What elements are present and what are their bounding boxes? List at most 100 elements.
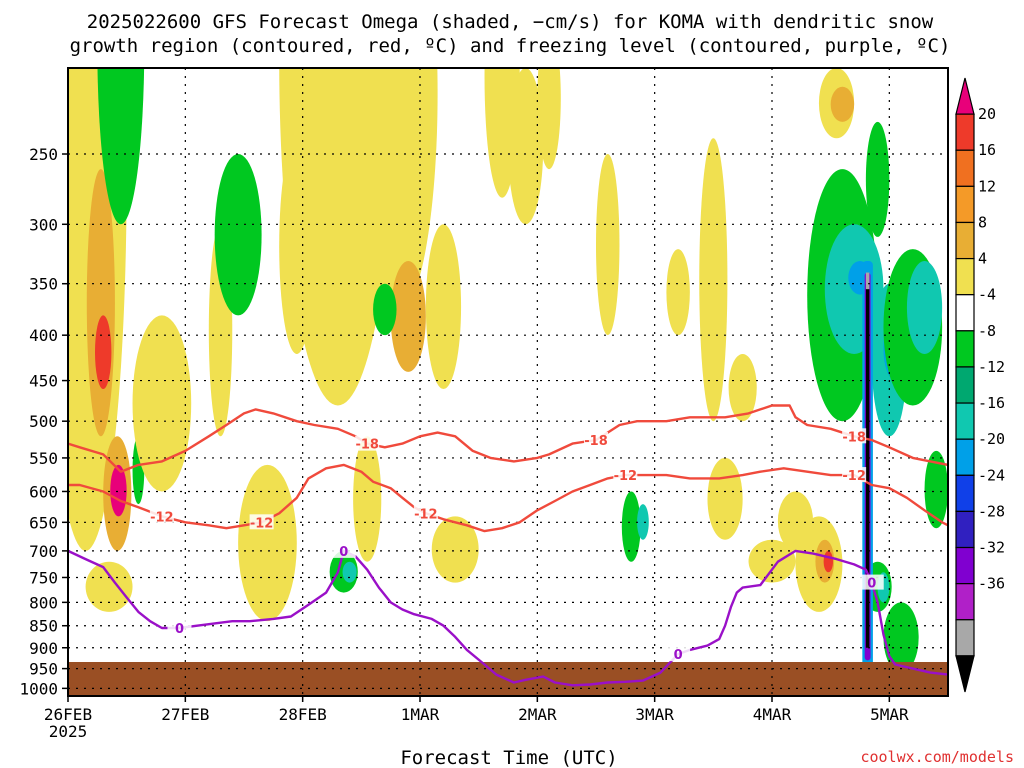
y-tick-label-750: 750: [29, 568, 58, 587]
omega-shade-3: [94, 315, 112, 390]
colorbar-bottom-arrow: [955, 655, 975, 693]
omega-shade-5: [110, 464, 127, 517]
omega-shade-43: [865, 121, 890, 237]
dgz_lower-label-bg-3: [613, 467, 638, 483]
omega-shade-33: [728, 353, 757, 422]
title-line-1: 2025022600 GFS Forecast Omega (shaded, −…: [87, 11, 934, 33]
y-tick-label-300: 300: [29, 215, 58, 234]
dgz_upper-label-1: -18: [584, 434, 608, 449]
omega-shade-45: [830, 86, 855, 122]
colorbar-swatch-11: [955, 474, 975, 513]
colorbar-swatch-15: [955, 619, 975, 657]
x-tick-label-26feb: 26FEB: [44, 705, 92, 724]
title-line-2: growth region (contoured, red, ºC) and f…: [70, 35, 951, 57]
omega-shade-20: [390, 261, 426, 372]
dgz_upper-label-2: -18: [842, 430, 866, 445]
x-tick-label-5mar: 5MAR: [870, 705, 909, 724]
omega-shade-11: [214, 154, 262, 316]
colorbar-swatch-10: [955, 438, 975, 476]
colorbar-swatch-4: [955, 221, 975, 260]
freezing_level-label-1: 0: [339, 545, 348, 560]
y-tick-label-550: 550: [29, 449, 58, 468]
freezing_level-label-bg-2: [666, 646, 691, 662]
dgz_upper-label-bg-0: [355, 435, 380, 451]
omega-colorbar: 20 16 12 8 4 -4 -8 -12 -16 -20 -24 -28 -32 -36: [955, 77, 1005, 693]
dgz_lower-label-bg-4: [842, 467, 867, 483]
omega-shade-2: [86, 169, 115, 437]
x-year-label: 2025: [49, 722, 88, 741]
omega-shade-16: [353, 436, 382, 562]
x-tick-label-2mar: 2MAR: [518, 705, 557, 724]
dgz_lower-label-bg-1: [249, 514, 274, 530]
colorbar-label-4: 4: [978, 250, 987, 268]
y-tick-label-800: 800: [29, 593, 58, 612]
y-tick-label-250: 250: [29, 145, 58, 164]
colorbar-label-8: -16: [978, 394, 1005, 412]
omega-shade-18: [342, 561, 357, 583]
omega-shade-black-core: [865, 283, 870, 648]
y-tick-label-350: 350: [29, 275, 58, 294]
dgz_upper-line: [68, 404, 948, 473]
colorbar-label-7: -12: [978, 358, 1005, 376]
freezing_level-label-bg-1: [331, 542, 356, 558]
colorbar-label-12: -32: [978, 539, 1005, 557]
colorbar-label-2: 12: [978, 177, 996, 195]
y-tick-label-500: 500: [29, 412, 58, 431]
colorbar-label-1: 16: [978, 141, 996, 159]
dgz_lower-line: [68, 463, 948, 533]
omega-shade-39: [823, 550, 834, 573]
omega-shade-53: [883, 602, 919, 673]
credit-text: coolwx.com/models: [860, 748, 1014, 766]
dgz_lower-label-bg-0: [149, 508, 174, 524]
y-tick-label-850: 850: [29, 617, 58, 636]
omega-shade-25: [507, 68, 544, 225]
dgz_lower-label-1: -12: [250, 516, 274, 531]
plot-frame: [67, 67, 949, 697]
colorbar-label-13: -36: [978, 575, 1005, 593]
dgz_lower-label-3: -12: [614, 469, 638, 484]
omega-shade-30: [666, 249, 690, 336]
y-tick-label-600: 600: [29, 482, 58, 501]
omega-shading: [68, 68, 948, 673]
omega-shade-34: [748, 539, 796, 583]
dgz_lower-label-bg-2: [413, 505, 438, 521]
omega-shade-9: [132, 315, 192, 492]
grid: [68, 68, 948, 696]
omega-shade-23: [431, 516, 479, 583]
omega-shade-32: [707, 457, 743, 540]
colorbar-swatch-1: [955, 113, 975, 151]
y-tick-label-700: 700: [29, 542, 58, 561]
colorbar-label-6: -8: [978, 322, 996, 340]
colorbar-swatch-13: [955, 546, 975, 585]
x-tick-label-28feb: 28FEB: [279, 705, 327, 724]
omega-shade-gray-cap: [865, 272, 870, 290]
omega-shade-6: [97, 68, 145, 225]
colorbar-swatch-2: [955, 149, 975, 187]
chart-title: 2025022600 GFS Forecast Omega (shaded, −…: [70, 11, 951, 57]
omega-shade-29: [637, 504, 649, 540]
y-tick-label-650: 650: [29, 513, 58, 532]
colorbar-swatch-7: [955, 330, 975, 368]
x-tick-label-4mar: 4MAR: [753, 705, 792, 724]
colorbar-label-3: 8: [978, 213, 987, 231]
omega-shade-50: [924, 450, 948, 529]
freezing_level-label-2: 0: [674, 648, 683, 663]
x-axis-label: Forecast Time (UTC): [400, 747, 617, 768]
omega-shade-22: [425, 224, 462, 390]
colorbar-label-11: -28: [978, 502, 1005, 520]
colorbar-label-5: -4: [978, 286, 996, 304]
colorbar-label-10: -24: [978, 466, 1005, 484]
omega-shade-26: [537, 68, 561, 170]
x-axis: 26FEB 27FEB 28FEB 1MAR 2MAR 3MAR 4MAR 5MAR 2025: [44, 696, 909, 741]
omega-shade-19: [355, 68, 438, 316]
dgz_lower-label-0: -12: [150, 510, 174, 525]
omega-shade-28: [621, 491, 641, 562]
colorbar-top-arrow: [955, 77, 975, 115]
omega-shade-49: [906, 261, 943, 354]
colorbar-swatch-9: [955, 402, 975, 440]
colorbar-swatch-6: [955, 294, 975, 332]
y-tick-label-450: 450: [29, 372, 58, 391]
colorbar-label-0: 20: [978, 105, 996, 123]
freezing_level-label-0: 0: [175, 622, 184, 637]
